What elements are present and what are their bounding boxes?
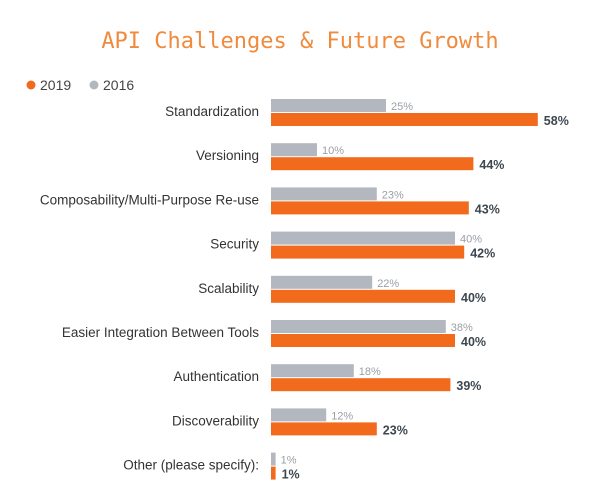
category-label-standardization: Standardization [165, 104, 259, 119]
chart-title: API Challenges & Future Growth [101, 29, 498, 54]
bar-2019-scalability [271, 289, 455, 303]
bar-2019-authentication [271, 378, 451, 392]
value-label-2016-discoverability: 12% [331, 410, 353, 422]
value-label-2019-versioning: 44% [479, 158, 504, 172]
category-label-versioning: Versioning [196, 148, 259, 163]
value-label-2019-easier-integration-between-tools: 40% [461, 335, 486, 349]
category-label-easier-integration-between-tools: Easier Integration Between Tools [62, 325, 259, 340]
value-label-2019-authentication: 39% [456, 379, 481, 393]
bar-2016-scalability [271, 275, 373, 289]
value-label-2016-standardization: 25% [391, 101, 413, 113]
bar-2016-composability-multi-purpose-re-use [271, 187, 377, 201]
value-label-2016-authentication: 18% [359, 366, 381, 378]
bar-2019-discoverability [271, 422, 377, 436]
value-label-2019-discoverability: 23% [383, 423, 408, 437]
value-label-2019-other-please-specify: 1% [282, 468, 300, 482]
bar-2016-authentication [271, 364, 354, 378]
bar-2016-discoverability [271, 408, 327, 422]
value-label-2016-easier-integration-between-tools: 38% [451, 322, 473, 334]
category-label-discoverability: Discoverability [172, 413, 259, 428]
value-label-2016-scalability: 22% [377, 278, 399, 290]
bar-2016-standardization [271, 99, 386, 112]
category-label-composability-multi-purpose-re-use: Composability/Multi-Purpose Re-use [40, 192, 259, 207]
legend-2019-dot [26, 80, 36, 90]
value-label-2016-security: 40% [460, 234, 482, 246]
bar-2016-other-please-specify [271, 452, 276, 466]
bar-2019-easier-integration-between-tools [271, 334, 455, 347]
category-label-other-please-specify: Other (please specify): [123, 458, 259, 473]
value-label-2019-composability-multi-purpose-re-use: 43% [475, 202, 500, 216]
plot-area: Standardization 25% 58% Versioning 10% 44% Com… [40, 99, 569, 482]
bar-2016-versioning [271, 143, 317, 157]
bar-2019-versioning [271, 157, 474, 171]
category-label-security: Security [210, 237, 259, 252]
bar-2019-security [271, 245, 465, 259]
value-label-2019-security: 42% [470, 247, 495, 261]
bar-2019-standardization [271, 113, 538, 126]
value-label-2019-scalability: 40% [461, 291, 486, 305]
bar-2016-easier-integration-between-tools [271, 320, 446, 333]
value-label-2016-other-please-specify: 1% [281, 455, 297, 467]
bar-2019-other-please-specify [271, 466, 276, 480]
legend-2019-label: 2019 [40, 77, 71, 93]
legend-2016-label: 2016 [103, 77, 134, 93]
bar-2016-security [271, 231, 455, 245]
bar-2019-composability-multi-purpose-re-use [271, 201, 469, 215]
value-label-2016-composability-multi-purpose-re-use: 23% [382, 189, 404, 201]
category-label-authentication: Authentication [173, 369, 259, 384]
legend-2016-dot [89, 80, 99, 90]
value-label-2019-standardization: 58% [544, 114, 569, 128]
category-label-scalability: Scalability [198, 281, 259, 296]
value-label-2016-versioning: 10% [322, 145, 344, 157]
